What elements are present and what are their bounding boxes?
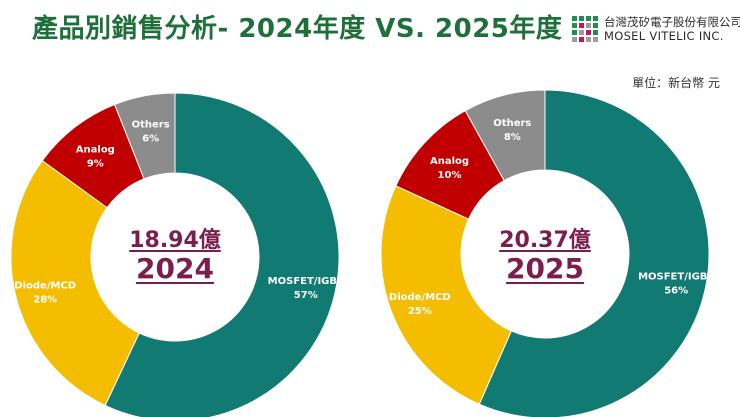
slice-label-others-2024: Others 6% (132, 119, 170, 144)
mosel-logo-icon (572, 16, 598, 42)
slice-others-2025 (464, 89, 546, 182)
slice-mosfet-igbt-2024 (104, 92, 340, 417)
slice-label-mosfet-igbt-2025: MOSFET/IGBT 56% (638, 271, 714, 296)
company-name-zh: 台灣茂矽電子股份有限公司 (604, 15, 740, 29)
page-title: 產品別銷售分析- 2024年度 VS. 2025年度 (32, 14, 563, 44)
slice-label-diode-mcd-2025: Diode/MCD 25% (389, 292, 451, 317)
total-2024: 18.94億 (129, 228, 221, 253)
slice-mosfet-igbt-2025 (478, 89, 710, 417)
year-2025: 2025 (506, 252, 584, 285)
slice-label-diode-mcd-2024: Diode/MCD 28% (14, 280, 76, 305)
company-logo: 台灣茂矽電子股份有限公司 MOSEL VITELIC INC. (570, 12, 740, 46)
slice-label-others-2025: Others 8% (493, 118, 531, 143)
currency-unit-label: 單位：新台幣 元 (632, 76, 720, 90)
company-name-en: MOSEL VITELIC INC. (604, 29, 724, 43)
slice-diode-mcd-2025 (380, 185, 512, 405)
slice-diode-mcd-2024 (10, 159, 140, 407)
slice-others-2024 (113, 92, 176, 180)
year-2024: 2024 (136, 252, 214, 285)
slice-label-analog-2025: Analog 10% (430, 156, 469, 181)
total-2025: 20.37億 (499, 228, 591, 253)
slice-label-analog-2024: Analog 9% (76, 144, 115, 169)
slice-label-mosfet-igbt-2024: MOSFET/IGBT 57% (268, 276, 344, 301)
